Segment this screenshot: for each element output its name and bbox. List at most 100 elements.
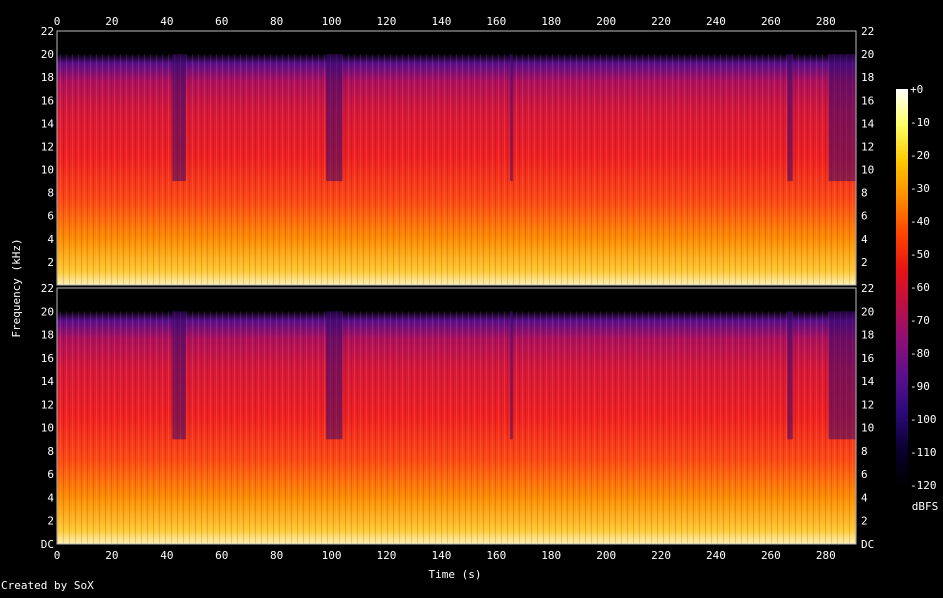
y-tick-label-right: 8: [861, 445, 868, 458]
y-tick-label-left: 22: [41, 282, 54, 295]
y-tick-label-left: 8: [47, 187, 54, 200]
spectrogram-panels: [56, 30, 857, 545]
x-tick-label-top: 0: [54, 15, 61, 28]
y-tick-label-left: 8: [47, 445, 54, 458]
y-tick-label-right: 12: [861, 398, 874, 411]
x-axis-label: Time (s): [429, 568, 482, 581]
quiet-region: [828, 311, 856, 440]
y-tick-label-right: 6: [861, 468, 868, 481]
x-tick-label-top: 120: [377, 15, 397, 28]
y-tick-label-left: 10: [41, 422, 54, 435]
y-tick-label-left: 2: [47, 515, 54, 528]
x-tick-label-bottom: 0: [54, 549, 61, 562]
x-tick-label-bottom: 40: [160, 549, 173, 562]
y-tick-label-right: 2: [861, 256, 868, 269]
y-tick-label-right: 4: [861, 233, 868, 246]
colorbar-tick-label: +0: [910, 83, 923, 96]
quiet-region: [787, 311, 793, 440]
x-tick-label-top: 80: [270, 15, 283, 28]
y-tick-label-right: 16: [861, 94, 874, 107]
colorbar-tick-label: -60: [910, 281, 930, 294]
x-tick-label-top: 280: [816, 15, 836, 28]
y-tick-label-left: 16: [41, 352, 54, 365]
y-tick-label-right: DC: [861, 538, 874, 551]
y-tick-label-left: 18: [41, 329, 54, 342]
x-tick-label-top: 180: [541, 15, 561, 28]
x-tick-label-bottom: 60: [215, 549, 228, 562]
y-tick-label-left: 6: [47, 468, 54, 481]
spectrogram-panel-right: [56, 287, 857, 545]
y-tick-label-right: 22: [861, 25, 874, 38]
colorbar-tick-label: -40: [910, 215, 930, 228]
y-tick-label-left: 22: [41, 25, 54, 38]
x-tick-label-top: 40: [160, 15, 173, 28]
y-axis-label: Frequency (kHz): [10, 238, 23, 337]
quiet-region: [326, 54, 343, 182]
x-tick-label-top: 200: [596, 15, 616, 28]
y-tick-label-left: 2: [47, 256, 54, 269]
colorbar-gradient: [896, 89, 908, 485]
y-tick-label-left: 14: [41, 117, 55, 130]
y-tick-label-left: 12: [41, 398, 54, 411]
colorbar-tick-label: -100: [910, 413, 937, 426]
x-tick-label-bottom: 260: [761, 549, 781, 562]
y-tick-label-left: 20: [41, 305, 54, 318]
x-tick-label-top: 160: [486, 15, 506, 28]
quiet-region: [172, 54, 187, 182]
x-tick-label-top: 240: [706, 15, 726, 28]
panel-frame: [56, 30, 857, 286]
x-tick-label-bottom: 80: [270, 549, 283, 562]
y-tick-label-right: 10: [861, 422, 874, 435]
y-tick-label-left: 4: [47, 491, 54, 504]
footer-credit: Created by SoX: [1, 579, 94, 592]
colorbar-label: dBFS: [912, 500, 939, 513]
quiet-region: [510, 54, 513, 182]
y-tick-label-right: 18: [861, 71, 874, 84]
x-tick-label-bottom: 220: [651, 549, 671, 562]
colorbar-tick-label: -20: [910, 149, 930, 162]
quiet-region: [510, 311, 513, 440]
y-tick-label-right: 20: [861, 305, 874, 318]
spectrogram-texture: [57, 311, 856, 544]
x-tick-label-bottom: 100: [322, 549, 342, 562]
y-tick-label-left: 16: [41, 94, 54, 107]
y-tick-label-right: 2: [861, 515, 868, 528]
x-tick-label-top: 260: [761, 15, 781, 28]
colorbar-tick-label: -10: [910, 116, 930, 129]
y-tick-label-left: 6: [47, 210, 54, 223]
spectrogram-texture: [57, 54, 856, 285]
colorbar-tick-label: -110: [910, 446, 937, 459]
y-tick-label-right: 4: [861, 491, 868, 504]
colorbar-tick-label: -120: [910, 479, 937, 492]
quiet-region: [326, 311, 343, 440]
y-tick-label-right: 14: [861, 375, 875, 388]
y-tick-label-left: 4: [47, 233, 54, 246]
y-tick-label-right: 16: [861, 352, 874, 365]
x-tick-label-bottom: 120: [377, 549, 397, 562]
y-tick-label-right: 22: [861, 282, 874, 295]
quiet-region: [787, 54, 793, 182]
x-tick-label-bottom: 200: [596, 549, 616, 562]
y-tick-label-right: 10: [861, 164, 874, 177]
x-tick-label-top: 100: [322, 15, 342, 28]
colorbar-tick-label: -70: [910, 314, 930, 327]
y-tick-label-right: 18: [861, 329, 874, 342]
y-axis-right-ticks: 2 4 6 8 10 12 14 16 18 20 22 DC 2 4 6 8 10 12 14 16 18 20 22: [861, 25, 875, 551]
y-axis-left-ticks: 2 4 6 8 10 12 14 16 18 20 22 DC 2 4 6 8 10 12 14 16 18 20 22: [41, 25, 55, 551]
y-tick-label-left: 10: [41, 164, 54, 177]
x-tick-label-top: 220: [651, 15, 671, 28]
x-tick-label-bottom: 20: [105, 549, 118, 562]
y-tick-label-left: 20: [41, 48, 54, 61]
y-tick-label-right: 6: [861, 210, 868, 223]
y-tick-label-right: 20: [861, 48, 874, 61]
x-tick-label-bottom: 160: [486, 549, 506, 562]
y-tick-label-right: 8: [861, 187, 868, 200]
y-tick-label-left: DC: [41, 538, 54, 551]
x-axis-top-ticks: 0 20 40 60 80 100 120 140 160 180 200 220 240 260 280: [54, 15, 836, 28]
quiet-region: [172, 311, 187, 440]
y-tick-label-right: 14: [861, 117, 875, 130]
colorbar-tick-label: -50: [910, 248, 930, 261]
y-tick-label-left: 14: [41, 375, 55, 388]
